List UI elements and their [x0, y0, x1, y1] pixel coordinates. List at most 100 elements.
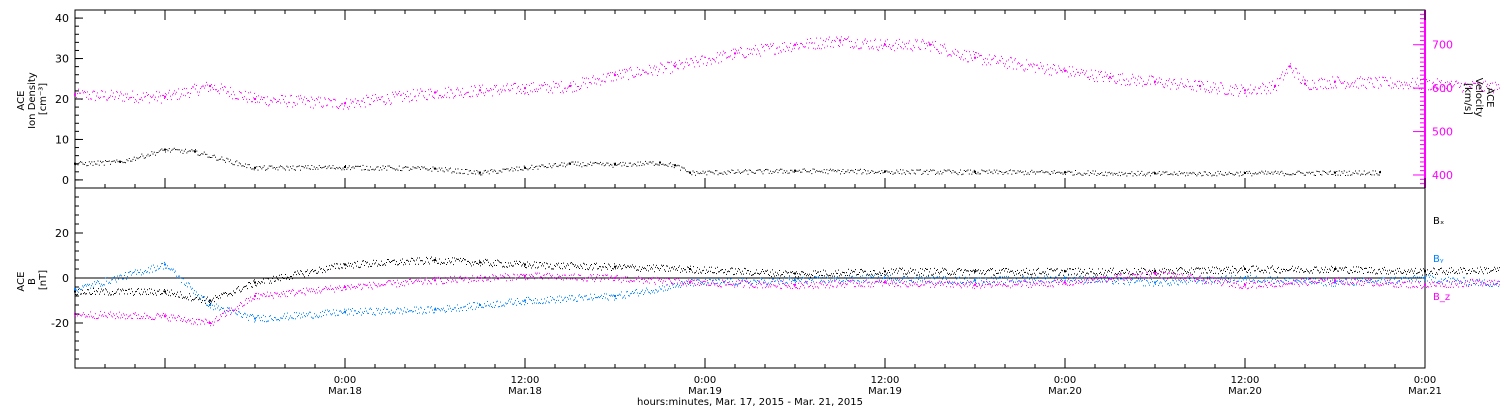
- density-scatter: [75, 147, 1381, 177]
- bx-point-6: [479, 261, 481, 264]
- bz-point-3: [254, 295, 256, 297]
- b-axis-title: ACE B [nT]: [16, 268, 49, 291]
- x-axis-title: hours:minutes, Mar. 17, 2015 - Mar. 21, …: [637, 397, 863, 408]
- velocity-point-3: [254, 98, 256, 100]
- time-tick-date-0: Mar.18: [328, 386, 362, 397]
- by-point-10: [794, 279, 796, 282]
- b-tick-label-1: 0: [62, 272, 69, 285]
- velocity-point-21: [1244, 89, 1246, 92]
- bz-point-4: [344, 286, 346, 288]
- top-panel-points: [74, 36, 1500, 177]
- velocity-point-15: [929, 43, 931, 46]
- time-tick-hour-6: 0:00: [1414, 375, 1436, 386]
- legend-bx: Bₓ: [1433, 216, 1444, 227]
- velocity-point-0: [74, 93, 76, 96]
- velocity-point-10: [674, 65, 676, 68]
- bz-scatter: [75, 271, 1500, 327]
- velocity-point-19: [1154, 80, 1156, 83]
- density-point-17: [1064, 171, 1066, 174]
- density-point-10: [614, 163, 616, 166]
- density-tick-label-0: 0: [62, 174, 69, 187]
- bx-point-7: [524, 263, 526, 266]
- bx-scatter: [75, 256, 1500, 304]
- bz-point-12: [974, 283, 976, 286]
- bx-point-9: [689, 268, 691, 270]
- by-point-5: [434, 308, 436, 311]
- by-point-1: [164, 263, 166, 266]
- by-point-2: [209, 304, 211, 306]
- bx-point-14: [1154, 270, 1156, 273]
- density-point-2: [164, 148, 166, 151]
- density-tick-label-3: 30: [55, 53, 69, 66]
- time-tick-date-3: Mar.19: [868, 386, 902, 397]
- density-point-7: [479, 171, 481, 174]
- density-point-16: [974, 170, 976, 173]
- density-point-5: [344, 166, 346, 168]
- time-tick-hour-1: 12:00: [511, 375, 540, 386]
- time-tick-date-6: Mar.21: [1408, 386, 1442, 397]
- b-tick-label-0: -20: [51, 317, 69, 330]
- velocity-point-18: [1109, 76, 1111, 79]
- bottom-panel-points: [74, 256, 1500, 327]
- density-point-15: [884, 170, 886, 173]
- bx-point-16: [1334, 268, 1336, 270]
- density-title-line-1: ACE: [16, 91, 27, 111]
- time-tick-hour-4: 0:00: [1054, 375, 1076, 386]
- density-axis-ticks: 0 10 20 30 40: [55, 12, 83, 187]
- velocity-point-25: [1334, 80, 1336, 83]
- velocity-point-14: [884, 43, 886, 46]
- by-point-3: [254, 317, 256, 320]
- time-tick-date-4: Mar.20: [1048, 386, 1082, 397]
- velocity-point-11: [734, 52, 736, 55]
- bx-point-2: [209, 299, 211, 302]
- by-point-0: [74, 288, 76, 291]
- time-tick-hour-0: 0:00: [334, 375, 356, 386]
- bx-point-0: [74, 290, 76, 293]
- density-point-1: [119, 160, 121, 163]
- bz-point-9: [689, 281, 691, 284]
- bx-point-4: [344, 263, 346, 266]
- time-tick-date-1: Mar.18: [508, 386, 542, 397]
- b-title-line-3: [nT]: [38, 270, 49, 290]
- velocity-tick-label-1: 500: [1432, 126, 1453, 139]
- velocity-title-line-1: ACE: [1484, 87, 1495, 107]
- bx-point-1: [164, 290, 166, 293]
- density-axis-title: ACE Ion Density [cm⁻³]: [16, 69, 49, 129]
- b-axis-ticks: -20 0 20: [51, 196, 83, 360]
- velocity-tick-label-0: 400: [1432, 169, 1453, 182]
- legend-bz: B_z: [1433, 292, 1450, 303]
- time-tick-date-5: Mar.20: [1228, 386, 1262, 397]
- time-tick-hour-2: 0:00: [694, 375, 716, 386]
- by-point-16: [1334, 281, 1336, 284]
- magnetic-field-panel: -20 0 20 ACE B [nT] Bₓ Bᵧ B_z: [16, 187, 1500, 369]
- bx-point-3: [254, 281, 256, 284]
- legend: Bₓ Bᵧ B_z: [1433, 216, 1450, 303]
- velocity-point-1: [164, 95, 166, 98]
- bz-point-16: [1334, 279, 1336, 282]
- by-scatter: [75, 261, 1500, 323]
- bz-point-11: [884, 281, 886, 284]
- by-point-13: [1064, 277, 1066, 279]
- time-tick-date-2: Mar.19: [688, 386, 722, 397]
- top-time-ticks: [74, 10, 1426, 188]
- density-point-9: [569, 162, 571, 165]
- bz-point-15: [1244, 283, 1246, 286]
- bx-point-17: [1424, 270, 1426, 273]
- b-tick-label-2: 20: [55, 227, 69, 240]
- velocity-point-16: [974, 56, 976, 59]
- velocity-axis-title: ACE Velocity [km/s]: [1462, 78, 1495, 120]
- density-point-3: [194, 150, 196, 153]
- velocity-point-20: [1199, 85, 1201, 87]
- velocity-point-17: [1064, 69, 1066, 72]
- time-tick-hour-3: 12:00: [871, 375, 900, 386]
- bz-point-10: [794, 283, 796, 286]
- by-point-7: [524, 299, 526, 302]
- velocity-point-5: [434, 91, 436, 94]
- by-point-4: [344, 310, 346, 313]
- velocity-point-7: [524, 87, 526, 90]
- density-velocity-panel: 0 10 20 30 40 400 500 600 700 ACE Ion Density […: [16, 9, 1500, 189]
- density-point-13: [689, 171, 691, 174]
- bx-point-5: [434, 259, 436, 261]
